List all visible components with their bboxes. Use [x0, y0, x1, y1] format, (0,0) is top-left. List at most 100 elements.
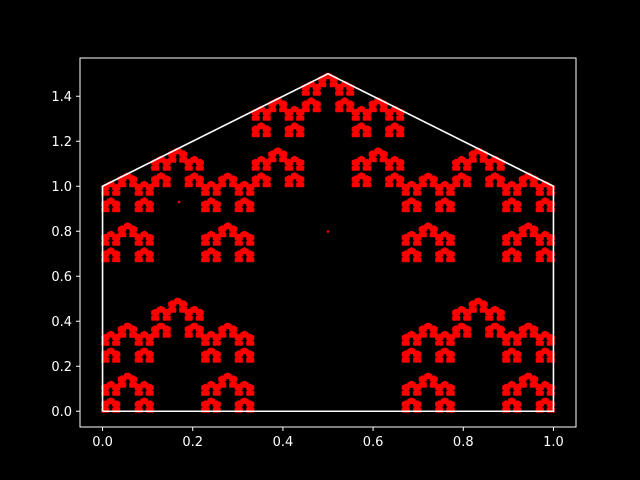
scatter-point	[468, 307, 472, 310]
scatter-point	[184, 326, 188, 330]
scatter-point	[418, 376, 422, 380]
scatter-point	[229, 382, 232, 385]
scatter-point	[179, 307, 182, 310]
scatter-point	[529, 332, 533, 335]
scatter-point	[452, 332, 455, 335]
scatter-point	[234, 390, 238, 394]
scatter-point	[218, 382, 221, 385]
scatter-point	[201, 385, 204, 388]
scatter-point	[123, 373, 127, 377]
scatter-point	[207, 348, 210, 352]
scatter-point	[435, 401, 438, 405]
scatter-point	[446, 390, 449, 394]
scatter-point	[173, 298, 177, 302]
scatter-point	[457, 323, 461, 327]
scatter-point	[546, 357, 550, 360]
scatter-point	[452, 315, 455, 319]
scatter-point	[429, 382, 433, 385]
scatter-point	[502, 385, 505, 388]
scatter-point	[518, 382, 522, 385]
scatter-point	[201, 357, 204, 360]
scatter-point	[535, 357, 539, 360]
scatter-point	[535, 401, 539, 405]
scatter-point	[502, 390, 505, 394]
scatter-point	[112, 390, 115, 394]
scatter-point	[184, 315, 188, 319]
scatter-point	[513, 390, 516, 394]
scatter-point	[223, 323, 227, 327]
scatter-point	[401, 385, 405, 388]
scatter-point	[212, 407, 216, 410]
scatter-point	[401, 390, 405, 394]
scatter-point	[134, 351, 138, 355]
scatter-point	[535, 390, 539, 394]
scatter-point	[496, 332, 500, 335]
scatter-point	[207, 382, 210, 385]
scatter-point	[140, 382, 143, 385]
scatter-point	[502, 357, 505, 360]
scatter-point	[168, 307, 171, 310]
scatter-point	[212, 340, 216, 344]
scatter-point	[112, 340, 115, 344]
scatter-point	[502, 407, 505, 410]
scatter-point	[541, 348, 544, 352]
scatter-point	[485, 315, 488, 319]
scatter-point	[446, 407, 449, 410]
scatter-point	[112, 357, 115, 360]
scatter-point	[145, 407, 149, 410]
scatter-point	[140, 398, 143, 402]
scatter-point	[246, 407, 249, 410]
scatter-point	[479, 307, 483, 310]
scatter-point	[195, 315, 199, 319]
scatter-point	[134, 340, 138, 344]
scatter-point	[151, 310, 154, 313]
scatter-point	[234, 340, 238, 344]
scatter-point	[535, 351, 539, 355]
scatter-point	[546, 390, 550, 394]
scatter-point	[129, 382, 132, 385]
scatter-point	[134, 390, 138, 394]
scatter-point	[229, 332, 232, 335]
scatter-point	[502, 340, 505, 344]
scatter-point	[145, 340, 149, 344]
scatter-point	[151, 326, 154, 330]
scatter-point	[507, 332, 511, 335]
scatter-point	[541, 332, 544, 335]
scatter-point	[123, 323, 127, 327]
scatter-point	[212, 390, 216, 394]
scatter-point	[134, 407, 138, 410]
scatter-point	[502, 351, 505, 355]
scatter-point	[151, 315, 154, 319]
scatter-points	[101, 72, 555, 413]
scatter-point	[234, 401, 238, 405]
scatter-point	[223, 373, 227, 377]
scatter-point	[117, 326, 121, 330]
scatter-point	[485, 332, 488, 335]
scatter-point	[413, 390, 416, 394]
scatter-point	[212, 357, 216, 360]
scatter-point	[496, 315, 500, 319]
scatter-point	[468, 301, 472, 305]
scatter-point	[463, 332, 466, 335]
scatter-point	[507, 382, 511, 385]
scatter-point	[546, 340, 550, 344]
scatter-point	[168, 301, 171, 305]
scatter-point	[201, 340, 204, 344]
scatter-point	[184, 332, 188, 335]
scatter-point	[518, 332, 522, 335]
scatter-point	[145, 390, 149, 394]
scatter-point	[546, 407, 550, 410]
scatter-point	[218, 332, 221, 335]
scatter-point	[201, 390, 204, 394]
scatter-point	[207, 398, 210, 402]
scatter-point	[246, 390, 249, 394]
scatter-point	[201, 407, 204, 410]
scatter-point	[246, 357, 249, 360]
scatter-point	[207, 332, 210, 335]
scatter-point	[129, 332, 132, 335]
scatter-point	[112, 407, 115, 410]
scatter-point	[240, 398, 243, 402]
scatter-point	[452, 326, 455, 330]
